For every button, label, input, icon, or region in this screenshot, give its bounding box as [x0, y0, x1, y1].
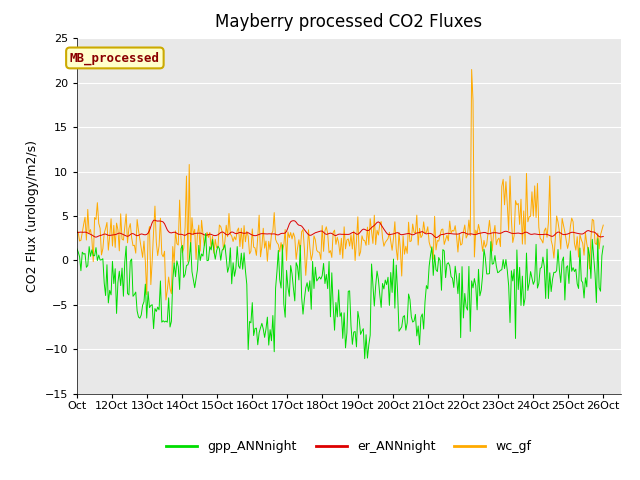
er_ANNnight — [291, 218, 299, 224]
wc_gf — [120, 237, 127, 243]
gpp_ANNnight — [291, 298, 299, 304]
gpp_ANNnight — [361, 356, 369, 361]
er_ANNnight — [432, 235, 440, 240]
Line: er_ANNnight: er_ANNnight — [77, 220, 604, 238]
wc_gf — [162, 297, 170, 303]
er_ANNnight — [85, 231, 93, 237]
wc_gf — [73, 228, 81, 234]
Text: MB_processed: MB_processed — [70, 51, 160, 65]
gpp_ANNnight — [353, 344, 360, 350]
er_ANNnight — [151, 217, 159, 223]
er_ANNnight — [600, 234, 607, 240]
gpp_ANNnight — [426, 264, 433, 269]
gpp_ANNnight — [73, 246, 81, 252]
Legend: gpp_ANNnight, er_ANNnight, wc_gf: gpp_ANNnight, er_ANNnight, wc_gf — [161, 435, 536, 458]
er_ANNnight — [73, 230, 81, 236]
gpp_ANNnight — [85, 244, 93, 250]
Y-axis label: CO2 Flux (urology/m2/s): CO2 Flux (urology/m2/s) — [26, 140, 39, 292]
Title: Mayberry processed CO2 Fluxes: Mayberry processed CO2 Fluxes — [215, 13, 483, 31]
gpp_ANNnight — [202, 231, 209, 237]
er_ANNnight — [442, 231, 449, 237]
er_ANNnight — [424, 231, 431, 237]
wc_gf — [353, 238, 360, 244]
er_ANNnight — [353, 231, 360, 237]
wc_gf — [440, 241, 448, 247]
Line: gpp_ANNnight: gpp_ANNnight — [77, 234, 604, 359]
wc_gf — [600, 222, 607, 228]
wc_gf — [85, 230, 93, 236]
gpp_ANNnight — [120, 293, 127, 299]
gpp_ANNnight — [600, 243, 607, 249]
wc_gf — [424, 224, 431, 229]
wc_gf — [468, 67, 476, 72]
er_ANNnight — [120, 232, 127, 238]
Line: wc_gf: wc_gf — [77, 70, 604, 300]
wc_gf — [291, 235, 299, 240]
gpp_ANNnight — [442, 275, 449, 280]
